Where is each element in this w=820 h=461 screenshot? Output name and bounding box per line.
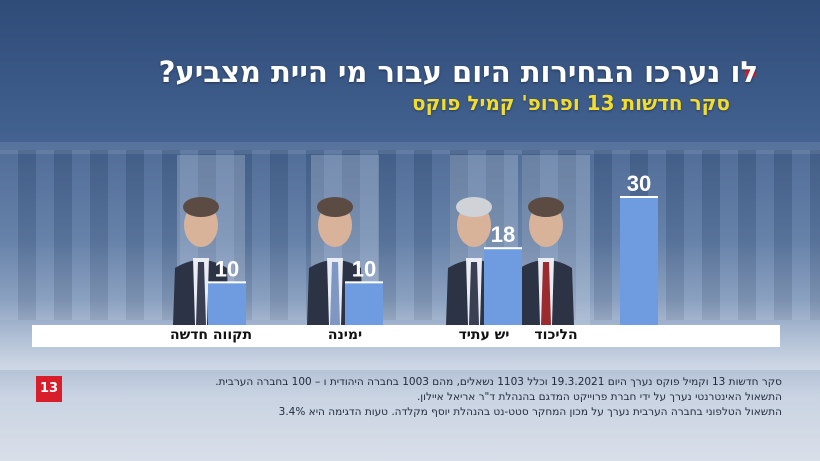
value-label: 18: [491, 222, 515, 247]
chart-title: לו נערכו הבחירות היום עבור מי היית מצביע…: [158, 55, 758, 89]
category-label: תקווה חדשה: [169, 327, 253, 343]
category-strip: [32, 325, 780, 347]
footnote-3: התשאול הטלפוני בחברה הערבית נערך על מכון…: [278, 406, 782, 418]
footnote-2: התשאול האינטרנטי נערך על ידי חברת פרוייק…: [416, 391, 782, 403]
bar: [484, 248, 522, 325]
value-label: 30: [627, 171, 651, 196]
chart-subtitle: סקר חדשות 13 ופרופ' קמיל פוקס: [412, 91, 730, 115]
value-label: 10: [215, 256, 239, 281]
building-backdrop: [0, 150, 820, 320]
bar-top-edge: [345, 281, 383, 284]
channel-13-logo: 13: [36, 376, 62, 402]
category-label: ימינה: [327, 327, 363, 343]
footnote-1: סקר חדשות 13 וקמיל פוקס נערך היום 19.3.2…: [215, 376, 782, 388]
bar-top-edge: [484, 247, 522, 250]
bar: [208, 282, 246, 325]
category-label: הליכוד: [534, 327, 578, 343]
building-roof: [0, 142, 820, 154]
bar: [345, 282, 383, 325]
value-label: 10: [352, 256, 376, 281]
bar-top-edge: [208, 281, 246, 284]
category-label: יש עתיד: [458, 327, 510, 343]
title-bullet-icon: [745, 67, 755, 77]
bar: [620, 197, 658, 325]
candidate-photo: [518, 197, 574, 325]
bar-top-edge: [620, 196, 658, 198]
